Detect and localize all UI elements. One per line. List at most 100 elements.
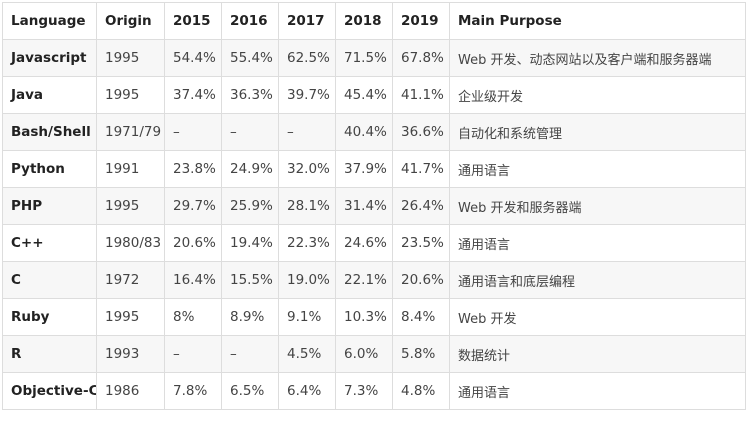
cell-language: Python <box>2 150 97 188</box>
cell-2016: 25.9% <box>221 187 279 225</box>
cell-2019: 5.8% <box>392 335 450 373</box>
cell-2019: 23.5% <box>392 224 450 262</box>
cell-2018: 22.1% <box>335 261 393 299</box>
cell-main-purpose: 自动化和系统管理 <box>449 113 746 151</box>
cell-2016: 19.4% <box>221 224 279 262</box>
header-2017: 2017 <box>278 2 336 40</box>
cell-2019: 20.6% <box>392 261 450 299</box>
header-row: Language Origin 2015 2016 2017 2018 2019 Main P… <box>2 2 746 40</box>
cell-language: PHP <box>2 187 97 225</box>
language-popularity-table: Language Origin 2015 2016 2017 2018 2019 Main P… <box>2 2 746 410</box>
cell-2019: 41.7% <box>392 150 450 188</box>
cell-2018: 71.5% <box>335 39 393 77</box>
cell-2019: 8.4% <box>392 298 450 336</box>
cell-2016: 6.5% <box>221 372 279 410</box>
cell-main-purpose: Web 开发和服务器端 <box>449 187 746 225</box>
cell-2015: – <box>164 335 222 373</box>
table-row: Bash/Shell 1971/79– – –40.4% 36.6% 自动化和系统管理 <box>2 113 746 151</box>
cell-origin: 1995 <box>96 76 165 114</box>
cell-2016: – <box>221 335 279 373</box>
cell-2018: 31.4% <box>335 187 393 225</box>
cell-main-purpose: 通用语言 <box>449 224 746 262</box>
cell-origin: 1993 <box>96 335 165 373</box>
cell-language: C <box>2 261 97 299</box>
cell-main-purpose: 通用语言和底层编程 <box>449 261 746 299</box>
cell-2015: 7.8% <box>164 372 222 410</box>
header-main-purpose: Main Purpose <box>449 2 746 40</box>
cell-2018: 7.3% <box>335 372 393 410</box>
table-row: C 1972 16.4% 15.5% 19.0% 22.1% 20.6% 通用语言和底层编程 <box>2 261 746 299</box>
cell-language: Bash/Shell <box>2 113 97 151</box>
header-2019: 2019 <box>392 2 450 40</box>
cell-language: C++ <box>2 224 97 262</box>
cell-2015: 29.7% <box>164 187 222 225</box>
table-row: Javascript 1995 54.4% 55.4% 62.5% 71.5% 67.8% W… <box>2 39 746 77</box>
table-row: PHP 1995 29.7% 25.9% 28.1% 31.4% 26.4% Web 开发和服… <box>2 187 746 225</box>
cell-2018: 37.9% <box>335 150 393 188</box>
table-row: C++ 1980/83 20.6% 19.4% 22.3% 24.6% 23.5% 通用语言 <box>2 224 746 262</box>
table-row: Python 1991 23.8% 24.9% 32.0% 37.9% 41.7% 通用语言 <box>2 150 746 188</box>
cell-2017: 22.3% <box>278 224 336 262</box>
cell-main-purpose: 数据统计 <box>449 335 746 373</box>
cell-2018: 40.4% <box>335 113 393 151</box>
table-row: Ruby 1995 8% 8.9% 9.1% 10.3% 8.4% Web 开发 <box>2 298 746 336</box>
cell-2015: 54.4% <box>164 39 222 77</box>
cell-2019: 26.4% <box>392 187 450 225</box>
cell-2015: – <box>164 113 222 151</box>
cell-2019: 36.6% <box>392 113 450 151</box>
cell-2018: 6.0% <box>335 335 393 373</box>
cell-2015: 23.8% <box>164 150 222 188</box>
header-2018: 2018 <box>335 2 393 40</box>
cell-language: Java <box>2 76 97 114</box>
cell-origin: 1991 <box>96 150 165 188</box>
header-2015: 2015 <box>164 2 222 40</box>
cell-language: Objective-C <box>2 372 97 410</box>
header-language: Language <box>2 2 97 40</box>
cell-origin: 1986 <box>96 372 165 410</box>
cell-2016: 15.5% <box>221 261 279 299</box>
cell-2017: 32.0% <box>278 150 336 188</box>
cell-origin: 1971/79 <box>96 113 165 151</box>
cell-2019: 67.8% <box>392 39 450 77</box>
cell-2019: 41.1% <box>392 76 450 114</box>
cell-language: Ruby <box>2 298 97 336</box>
cell-origin: 1980/83 <box>96 224 165 262</box>
cell-2018: 24.6% <box>335 224 393 262</box>
cell-2019: 4.8% <box>392 372 450 410</box>
cell-2017: 19.0% <box>278 261 336 299</box>
table-header: Language Origin 2015 2016 2017 2018 2019 Main P… <box>2 2 746 40</box>
cell-main-purpose: 企业级开发 <box>449 76 746 114</box>
cell-2016: 24.9% <box>221 150 279 188</box>
cell-origin: 1972 <box>96 261 165 299</box>
table-row: R 1993– –4.5% 6.0% 5.8% 数据统计 <box>2 335 746 373</box>
table-row: Objective-C 1986 7.8% 6.5% 6.4% 7.3% 4.8% 通用语言 <box>2 372 746 410</box>
cell-2016: 36.3% <box>221 76 279 114</box>
cell-main-purpose: Web 开发 <box>449 298 746 336</box>
cell-2015: 20.6% <box>164 224 222 262</box>
cell-2015: 8% <box>164 298 222 336</box>
header-2016: 2016 <box>221 2 279 40</box>
cell-origin: 1995 <box>96 39 165 77</box>
cell-2018: 45.4% <box>335 76 393 114</box>
cell-language: Javascript <box>2 39 97 77</box>
cell-2017: 6.4% <box>278 372 336 410</box>
cell-2017: 62.5% <box>278 39 336 77</box>
cell-main-purpose: 通用语言 <box>449 150 746 188</box>
cell-2017: 4.5% <box>278 335 336 373</box>
cell-2016: – <box>221 113 279 151</box>
cell-2017: – <box>278 113 336 151</box>
cell-2018: 10.3% <box>335 298 393 336</box>
cell-main-purpose: Web 开发、动态网站以及客户端和服务器端 <box>449 39 746 77</box>
cell-language: R <box>2 335 97 373</box>
header-origin: Origin <box>96 2 165 40</box>
table-body: Javascript 1995 54.4% 55.4% 62.5% 71.5% 67.8% W… <box>2 39 746 410</box>
cell-2015: 37.4% <box>164 76 222 114</box>
cell-origin: 1995 <box>96 298 165 336</box>
cell-origin: 1995 <box>96 187 165 225</box>
cell-2017: 28.1% <box>278 187 336 225</box>
cell-main-purpose: 通用语言 <box>449 372 746 410</box>
table-row: Java 1995 37.4% 36.3% 39.7% 45.4% 41.1% 企业级开发 <box>2 76 746 114</box>
cell-2016: 55.4% <box>221 39 279 77</box>
cell-2017: 9.1% <box>278 298 336 336</box>
